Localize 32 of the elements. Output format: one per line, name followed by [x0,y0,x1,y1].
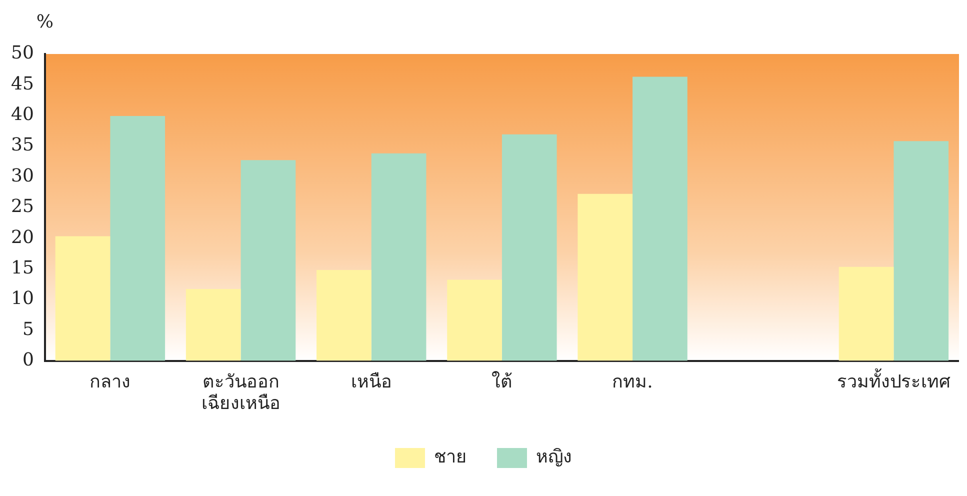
y-tick-label: 5 [22,318,34,340]
bar [186,289,241,361]
y-tick-label: 0 [22,349,34,370]
bar [316,270,372,361]
bar [55,236,110,361]
bar [838,266,894,361]
bar [578,194,633,361]
y-tick-label: 20 [11,226,34,248]
x-tick-label: ใต้ [491,370,512,392]
bar [110,116,166,361]
bar [632,76,688,361]
x-tick-label: กลาง [90,371,131,392]
y-tick-label: 40 [11,104,34,126]
bar [447,280,502,361]
x-tick-label: กทม. [612,371,653,392]
bar [371,153,426,361]
y-tick-label: 25 [11,196,34,218]
bar [240,160,296,361]
legend-label: ชาย [434,446,467,468]
y-tick-label: 45 [11,73,34,94]
y-tick-label: 15 [11,257,34,278]
x-tick-label: ตะวันออก เฉียงเหนือ [201,371,280,414]
legend-label: หญิง [536,446,572,468]
y-tick-label: 35 [11,134,34,156]
y-axis-title: % [36,12,54,33]
x-tick-label: รวมทั้งประเทศ [837,368,952,392]
bar [894,141,949,361]
y-tick-label: 50 [11,42,34,64]
bar [502,134,557,361]
y-tick-label: 10 [11,288,34,310]
x-tick-label: เหนือ [350,371,392,392]
y-tick-label: 30 [11,165,34,186]
